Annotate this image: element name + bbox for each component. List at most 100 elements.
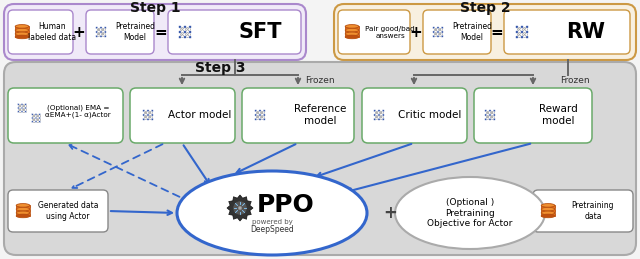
Circle shape (17, 103, 19, 105)
Ellipse shape (541, 207, 555, 211)
Bar (16, 213, 30, 216)
Circle shape (104, 26, 106, 29)
Text: (Optional) EMA =
αEMA+(1- α)Actor: (Optional) EMA = αEMA+(1- α)Actor (45, 104, 111, 118)
Ellipse shape (345, 25, 359, 28)
Circle shape (95, 31, 98, 33)
Text: Step 1: Step 1 (130, 1, 180, 15)
Bar (345, 26, 359, 30)
Bar (541, 213, 555, 216)
Ellipse shape (345, 32, 359, 36)
Text: Pair good/bad
answers: Pair good/bad answers (365, 25, 415, 39)
Bar (345, 30, 359, 33)
Circle shape (441, 31, 444, 33)
Circle shape (95, 26, 98, 29)
Circle shape (31, 113, 33, 115)
FancyBboxPatch shape (362, 88, 467, 143)
Circle shape (263, 118, 266, 120)
Circle shape (21, 111, 23, 113)
Ellipse shape (541, 211, 555, 215)
Circle shape (143, 118, 145, 120)
Circle shape (31, 121, 33, 123)
Circle shape (151, 118, 154, 120)
Circle shape (151, 114, 154, 116)
Text: Generated data
using Actor: Generated data using Actor (38, 201, 99, 221)
Circle shape (38, 113, 41, 115)
Circle shape (147, 118, 149, 120)
Text: Pretraining
data: Pretraining data (572, 201, 614, 221)
Circle shape (179, 36, 181, 39)
Text: PPO: PPO (257, 193, 315, 217)
Circle shape (493, 114, 495, 116)
Circle shape (17, 107, 19, 109)
Text: Step 3: Step 3 (195, 61, 245, 75)
Circle shape (31, 117, 33, 119)
Circle shape (179, 25, 181, 28)
Circle shape (238, 206, 242, 210)
Text: (Optional )
Pretraining
Objective for Actor: (Optional ) Pretraining Objective for Ac… (428, 198, 513, 228)
Circle shape (255, 118, 257, 120)
Circle shape (147, 110, 149, 112)
Bar (15, 34, 29, 37)
FancyBboxPatch shape (334, 4, 636, 60)
Circle shape (189, 25, 191, 28)
Circle shape (147, 114, 149, 116)
Circle shape (184, 36, 186, 39)
Circle shape (436, 26, 439, 29)
Circle shape (233, 201, 247, 215)
FancyBboxPatch shape (8, 88, 123, 143)
Circle shape (38, 121, 41, 123)
Circle shape (436, 35, 439, 38)
Circle shape (100, 26, 102, 29)
Circle shape (95, 35, 98, 38)
Circle shape (259, 114, 261, 116)
Bar (541, 209, 555, 212)
Circle shape (143, 110, 145, 112)
Circle shape (489, 118, 492, 120)
FancyBboxPatch shape (504, 10, 630, 54)
FancyBboxPatch shape (4, 62, 636, 255)
Circle shape (259, 110, 261, 112)
Circle shape (259, 118, 261, 120)
Ellipse shape (541, 204, 555, 207)
Circle shape (433, 31, 435, 33)
Circle shape (515, 25, 518, 28)
Text: Critic model: Critic model (398, 110, 461, 120)
Circle shape (378, 118, 380, 120)
Circle shape (189, 36, 191, 39)
Circle shape (520, 36, 524, 39)
FancyBboxPatch shape (86, 10, 154, 54)
Text: Frozen: Frozen (305, 76, 335, 84)
Bar (541, 205, 555, 208)
Text: =: = (155, 25, 168, 40)
Circle shape (100, 31, 102, 33)
Ellipse shape (345, 28, 359, 32)
Text: Step 2: Step 2 (460, 1, 510, 15)
Circle shape (378, 110, 380, 112)
Circle shape (21, 107, 23, 109)
Text: =: = (491, 25, 504, 40)
Text: +: + (72, 25, 85, 40)
Circle shape (255, 110, 257, 112)
FancyBboxPatch shape (8, 190, 108, 232)
Ellipse shape (16, 211, 30, 215)
Text: Frozen: Frozen (560, 76, 590, 84)
Ellipse shape (345, 35, 359, 39)
Circle shape (441, 35, 444, 38)
Circle shape (520, 31, 524, 33)
Bar (15, 26, 29, 30)
Text: SFT: SFT (238, 22, 282, 42)
Circle shape (374, 114, 376, 116)
Circle shape (25, 111, 27, 113)
Circle shape (184, 25, 186, 28)
Circle shape (179, 31, 181, 33)
Circle shape (374, 110, 376, 112)
Bar (16, 205, 30, 208)
Text: Pretrained
Model: Pretrained Model (452, 22, 492, 42)
Circle shape (515, 36, 518, 39)
Circle shape (484, 118, 487, 120)
Circle shape (489, 114, 492, 116)
Circle shape (441, 26, 444, 29)
Circle shape (21, 103, 23, 105)
Ellipse shape (15, 35, 29, 39)
Circle shape (525, 25, 529, 28)
